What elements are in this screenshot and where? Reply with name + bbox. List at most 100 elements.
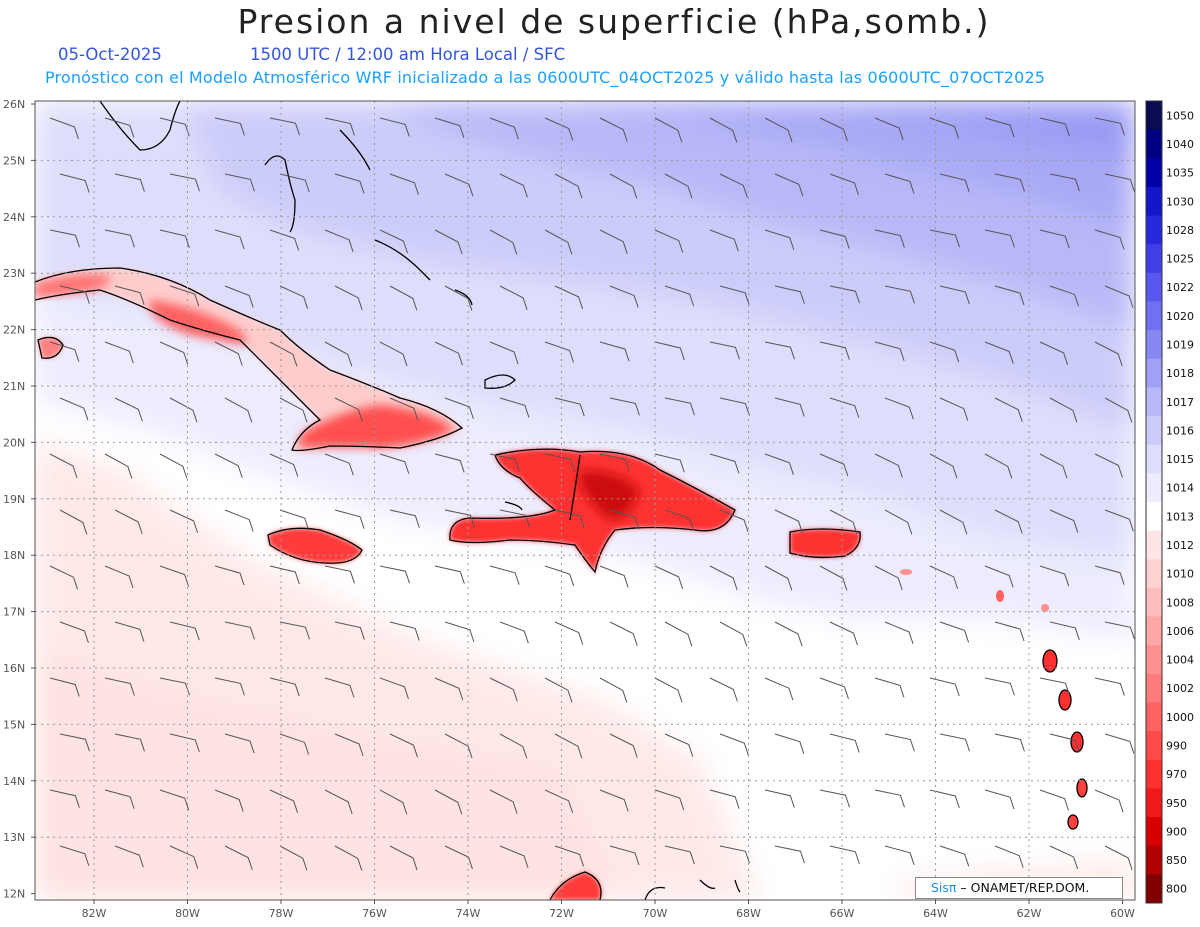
wind-barb — [159, 453, 188, 479]
wind-barb — [434, 229, 463, 255]
wind-barb — [709, 677, 738, 702]
wind-barb — [1094, 341, 1123, 367]
colorbar-swatch — [1146, 645, 1162, 675]
colorbar-label: 1019 — [1166, 338, 1194, 351]
wind-barb — [544, 789, 574, 814]
wind-barb — [279, 845, 308, 871]
pressure-field — [35, 101, 1135, 925]
wind-barb — [664, 845, 695, 865]
wind-barb — [884, 845, 915, 865]
lon-label: 72W — [549, 907, 574, 920]
wind-barb — [609, 397, 640, 416]
colorbar-swatch — [1146, 215, 1162, 245]
wind-barb — [104, 677, 135, 696]
wind-barb — [599, 677, 628, 703]
wind-barb — [654, 789, 685, 811]
wind-barb — [1094, 229, 1125, 250]
colorbar-swatch — [1146, 874, 1162, 904]
wind-barb — [279, 397, 308, 423]
colorbar-swatch — [1146, 788, 1162, 818]
wind-barb — [489, 789, 518, 815]
wind-barb — [325, 902, 352, 925]
wind-barb — [994, 509, 1023, 534]
colorbar-label: 1018 — [1166, 367, 1194, 380]
wind-barb — [379, 229, 408, 254]
wind-barb — [599, 341, 630, 362]
colorbar-label: 1030 — [1166, 195, 1194, 208]
wind-barb — [444, 397, 474, 420]
colorbar-label: 1050 — [1166, 109, 1194, 122]
map-title: Presion a nivel de superficie (hPa,somb.… — [237, 2, 991, 41]
wind-barb — [710, 902, 739, 920]
wind-barb — [434, 341, 463, 366]
wind-barb — [114, 621, 145, 642]
wind-barb — [664, 509, 695, 531]
wind-barb — [654, 341, 685, 361]
lat-label: 25N — [3, 154, 25, 167]
model-description: Pronóstico con el Modelo Atmosférico WRF… — [45, 68, 1046, 87]
lat-label: 16N — [3, 662, 25, 675]
lat-label: 19N — [3, 493, 25, 506]
wind-barb — [169, 733, 200, 753]
wind-barb — [1104, 173, 1135, 192]
wind-barb — [499, 845, 529, 869]
wind-barb — [269, 453, 299, 477]
wind-barb — [104, 565, 134, 589]
wind-barb — [554, 621, 584, 645]
wind-barb — [774, 845, 805, 864]
wind-barb — [104, 789, 135, 809]
wind-barb — [389, 621, 420, 641]
wind-barb — [544, 677, 573, 703]
wind-barb — [829, 397, 860, 418]
wind-barb — [929, 565, 959, 590]
wind-barb — [1094, 565, 1125, 585]
wind-barb — [224, 397, 253, 423]
wind-barb — [434, 453, 465, 473]
wind-barb — [764, 229, 795, 250]
lat-label: 12N — [3, 888, 25, 901]
wind-barb — [544, 229, 573, 255]
wind-barb — [114, 733, 145, 752]
wind-barb — [489, 341, 519, 365]
wind-barb — [104, 117, 135, 138]
wind-barb — [1104, 733, 1135, 754]
wind-barb — [444, 509, 475, 528]
wind-barb — [499, 509, 530, 528]
wind-barb — [489, 677, 518, 702]
wind-barb — [214, 453, 243, 478]
wind-barb — [444, 733, 473, 759]
wind-barb — [389, 509, 420, 528]
wind-barb — [939, 173, 970, 193]
wind-barb — [819, 229, 850, 249]
wind-barb — [764, 677, 794, 701]
wind-barb — [214, 229, 245, 250]
wind-barb — [324, 229, 354, 253]
colorbar-label: 1016 — [1166, 424, 1194, 437]
wind-barb — [59, 509, 88, 535]
wind-barb — [709, 117, 738, 143]
colorbar-swatch — [1146, 616, 1162, 646]
wind-barb — [829, 173, 859, 196]
wind-barb — [984, 789, 1015, 810]
colorbar-swatch — [1146, 845, 1162, 875]
wind-barb — [664, 173, 693, 199]
wind-barb — [609, 733, 638, 758]
wind-barb — [709, 453, 740, 474]
wind-barb — [939, 733, 970, 752]
wind-barb — [654, 453, 685, 473]
wind-barb — [490, 902, 519, 921]
wind-barb — [599, 229, 628, 254]
wind-barb — [719, 845, 750, 864]
wind-barb — [984, 677, 1015, 696]
wind-barb — [334, 285, 363, 310]
wind-barb — [554, 173, 583, 199]
wind-barb — [434, 117, 465, 138]
lon-label: 82W — [82, 907, 107, 920]
wind-barb — [774, 509, 803, 534]
wind-barb — [709, 341, 740, 360]
wind-barb — [599, 453, 630, 472]
wind-barb — [1049, 621, 1080, 641]
wind-barb — [709, 229, 739, 252]
wind-barb — [169, 621, 200, 641]
